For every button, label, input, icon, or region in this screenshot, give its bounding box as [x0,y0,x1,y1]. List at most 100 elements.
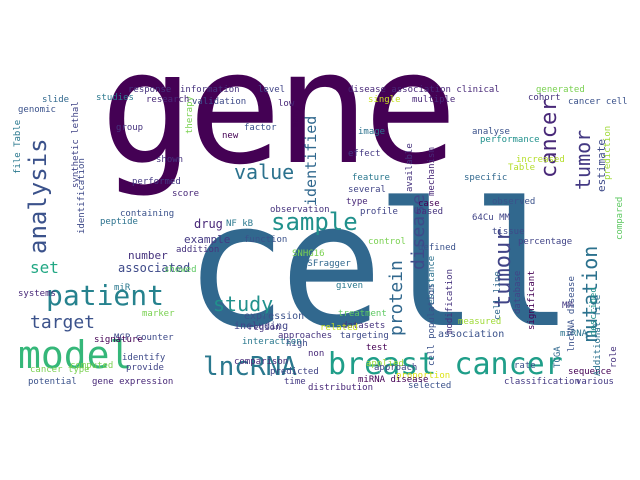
cloud-word: value [234,162,294,182]
cloud-word: distribution [308,384,373,392]
cloud-word: predicted [270,368,319,377]
cloud-word: NF kB [226,220,253,229]
cloud-word: identify [122,354,165,363]
cloud-word: comparison [234,358,288,367]
cloud-word: function [244,236,287,245]
cloud-word: percentage [518,238,572,247]
cloud-word: treatment [338,310,387,319]
cloud-word: available [406,143,415,192]
cloud-word: target [30,314,95,332]
cloud-word: Table [508,164,535,173]
cloud-word: multiple [412,96,455,105]
cloud-word: test [366,344,388,353]
cloud-word: classification [504,378,580,387]
cloud-word: MSFragger [302,260,351,269]
cloud-word: prediction [604,126,613,180]
cloud-word: based [416,208,443,217]
cloud-word: mechanism [428,147,437,196]
cloud-word: showed [164,266,197,275]
cloud-word: file Table [14,120,23,174]
word-cloud: gene cell model breast cancer patient ln… [8,72,632,392]
cloud-word: cell line [494,271,503,320]
cloud-word: tumor [573,130,593,190]
cloud-word: Additional file [594,295,603,376]
cloud-word: sequence [568,368,611,377]
cloud-word: miR [114,284,130,293]
cloud-word: gene expression [92,378,173,387]
cloud-word: research [146,96,189,105]
cloud-word: slide [42,96,69,105]
cloud-word: identification [78,158,87,234]
cloud-word: profile [360,208,398,217]
cloud-word: identified [304,116,319,206]
cloud-word: SNHG16 [292,250,325,259]
cloud-word: modification [446,269,455,334]
cloud-word: effect [348,150,381,159]
cloud-word: response [128,86,171,95]
cloud-word: example [184,234,230,245]
cloud-word: signature [94,336,143,345]
cloud-word: shown [156,156,183,165]
cloud-word: 64Cu MM [472,214,510,223]
cloud-word: analysis [26,138,50,254]
cloud-word: approaches [278,332,332,341]
cloud-word: observed [492,198,535,207]
cloud-word: level [258,86,285,95]
cloud-word: approach [374,364,417,373]
cloud-word: number [128,250,168,261]
cloud-word: studies [96,94,134,103]
cloud-word: information [180,86,240,95]
cloud-word: region [248,324,281,333]
cloud-word: image [358,128,385,137]
cloud-word: lncRNA disease [568,276,577,352]
cloud-word: feature [352,174,390,183]
cloud-word: cohort [528,94,561,103]
cloud-word: addition [176,246,219,255]
cloud-word: genomic [18,106,56,115]
cloud-word: single [368,96,401,105]
cloud-word: marker [142,310,175,319]
cloud-word: miRNA disease [358,376,428,385]
cloud-word: observation [270,206,330,215]
cloud-word: MM [562,302,573,311]
cloud-word: several [348,186,386,195]
cloud-word: patient [46,282,164,310]
cloud-word: specific [464,174,507,183]
cloud-word: cancer cell [568,98,628,107]
cloud-word: many [292,106,301,128]
cloud-word: role [610,346,619,368]
cloud-word: database [514,271,523,314]
cloud-word: protein [388,260,406,336]
cloud-word: control [368,238,406,247]
cloud-word: validation [192,98,246,107]
cloud-word: low [278,100,294,109]
cloud-word: computed [70,362,113,371]
cloud-word: type [346,198,368,207]
cloud-word: new [222,132,238,141]
cloud-word: given [336,282,363,291]
cloud-word: rate [514,362,536,371]
cloud-word: factor [244,124,277,133]
cloud-word: cell population [428,285,437,366]
cloud-word: time [284,378,306,387]
cloud-word: significant [528,270,537,330]
cloud-word: compared [616,197,625,240]
cloud-word: group [116,124,143,133]
cloud-word: drug [194,218,223,230]
cloud-word: score [172,190,199,199]
cloud-word: defined [418,244,456,253]
cloud-word: targeting [340,332,389,341]
cloud-word: performed [132,178,181,187]
cloud-word: set [30,260,59,276]
cloud-word: non [308,350,324,359]
cloud-word: tissue [492,228,525,237]
cloud-word: provide [126,364,164,373]
cloud-word: measured [458,318,501,327]
cloud-word: disease association clinical [348,86,500,95]
cloud-word: potential [28,378,77,387]
cloud-word: various [576,378,614,387]
cloud-word: systems [18,290,56,299]
cloud-word: cancer [539,99,561,178]
cloud-word: TCGA [554,346,563,368]
